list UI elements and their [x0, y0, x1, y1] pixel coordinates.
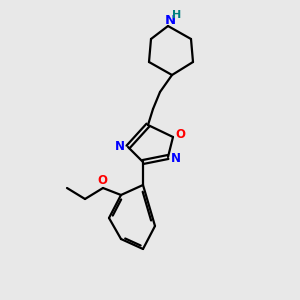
Text: O: O [97, 175, 107, 188]
Text: N: N [171, 152, 181, 164]
Text: O: O [175, 128, 185, 140]
Text: N: N [115, 140, 125, 152]
Text: N: N [164, 14, 175, 26]
Text: H: H [172, 10, 182, 20]
